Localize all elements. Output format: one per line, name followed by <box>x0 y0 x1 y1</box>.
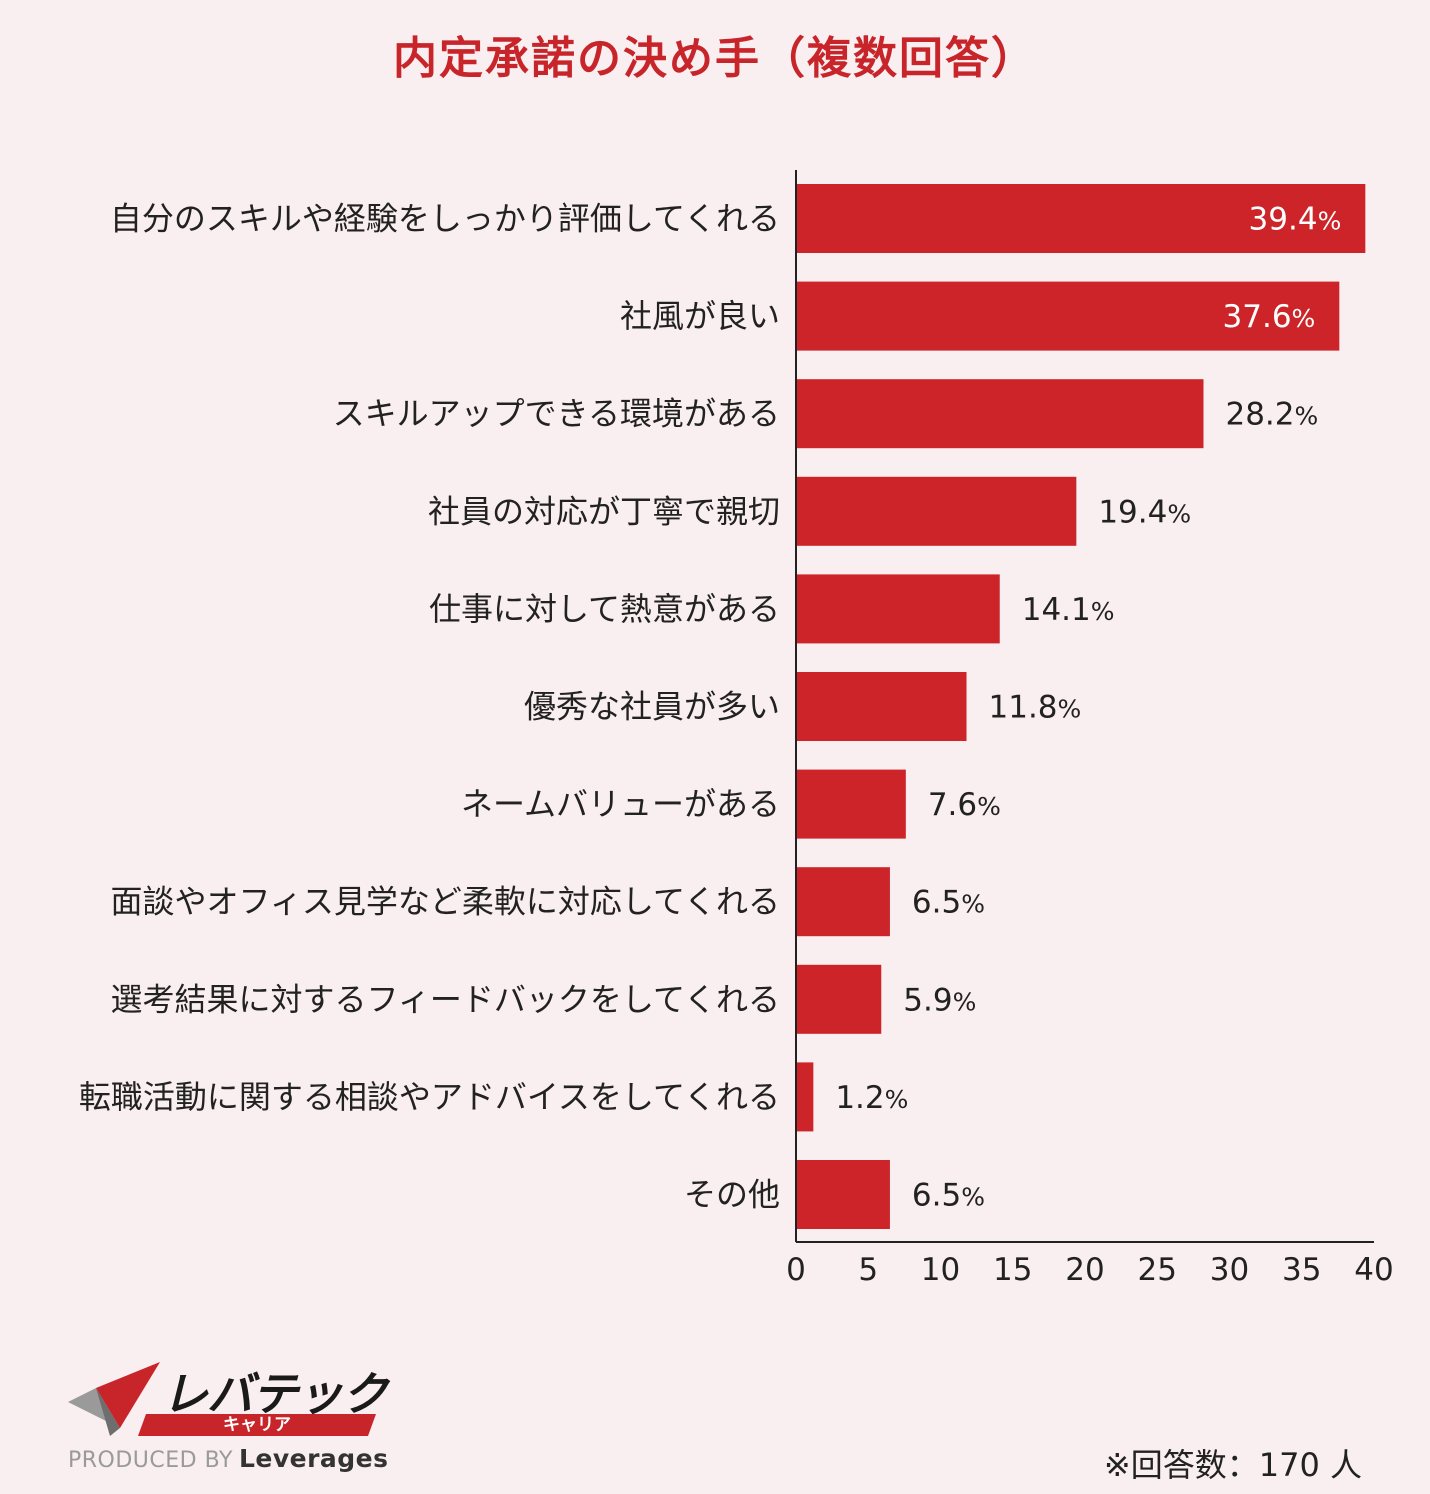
bar-2 <box>796 379 1204 449</box>
logo-main-text: レバテック <box>162 1367 388 1421</box>
value-number-3: 19.4 <box>1098 494 1167 530</box>
value-label-1: 37.6% <box>1223 299 1316 335</box>
bar-chart: 自分のスキルや経験をしっかり評価してくれる 39.4% 社風が良い 37.6% スキルア… <box>79 170 1394 1288</box>
value-number-8: 5.9 <box>903 982 952 1018</box>
value-number-9: 1.2 <box>835 1080 884 1116</box>
category-label-0: 自分のスキルや経験をしっかり評価してくれる <box>110 200 780 238</box>
x-tick-label-6: 30 <box>1210 1252 1249 1288</box>
category-label-5: 優秀な社員が多い <box>524 688 780 726</box>
value-suffix-8: % <box>953 987 977 1016</box>
category-label-2: スキルアップできる環境がある <box>333 395 780 433</box>
value-label-8: 5.9% <box>903 982 976 1018</box>
category-label-3: 社員の対応が丁寧で親切 <box>428 492 780 530</box>
category-label-6: ネームバリューがある <box>461 785 780 823</box>
bar-7 <box>796 867 890 937</box>
value-number-10: 6.5 <box>912 1178 961 1214</box>
value-suffix-6: % <box>977 792 1001 821</box>
value-label-10: 6.5% <box>912 1178 985 1214</box>
value-number-1: 37.6 <box>1223 299 1292 335</box>
category-label-8: 選考結果に対するフィードバックをしてくれる <box>111 980 780 1018</box>
x-tick-label-8: 40 <box>1354 1252 1393 1288</box>
value-label-5: 11.8% <box>989 690 1082 726</box>
category-label-10: その他 <box>684 1176 780 1214</box>
logo-produced-by: PRODUCED BY Leverages <box>68 1444 389 1473</box>
x-tick-label-3: 15 <box>993 1252 1032 1288</box>
x-tick-label-0: 0 <box>786 1252 806 1288</box>
value-label-2: 28.2% <box>1225 397 1318 433</box>
value-suffix-5: % <box>1058 695 1082 724</box>
x-tick-label-7: 35 <box>1282 1252 1321 1288</box>
logo-sub-text: キャリア <box>223 1415 291 1435</box>
value-number-2: 28.2 <box>1225 397 1294 433</box>
value-label-7: 6.5% <box>912 885 985 921</box>
x-tick-label-2: 10 <box>921 1252 960 1288</box>
bar-5 <box>796 672 967 741</box>
value-label-0: 39.4% <box>1249 202 1342 238</box>
value-label-6: 7.6% <box>928 787 1001 823</box>
x-tick-label-5: 25 <box>1138 1252 1177 1288</box>
bar-0 <box>796 184 1366 253</box>
value-suffix-1: % <box>1292 304 1316 333</box>
x-tick-label-1: 5 <box>858 1252 878 1288</box>
value-suffix-2: % <box>1295 402 1319 431</box>
value-number-5: 11.8 <box>989 690 1058 726</box>
category-label-1: 社風が良い <box>620 297 780 335</box>
value-suffix-9: % <box>885 1085 909 1114</box>
logo-checkmark-icon <box>68 1362 160 1436</box>
bar-9 <box>796 1062 814 1132</box>
x-tick-label-4: 20 <box>1065 1252 1104 1288</box>
chart-title: 内定承諾の決め手（複数回答） <box>393 33 1037 84</box>
value-suffix-10: % <box>961 1183 985 1212</box>
bar-8 <box>796 964 882 1034</box>
value-number-6: 7.6 <box>928 787 977 823</box>
value-suffix-3: % <box>1167 499 1191 528</box>
value-suffix-7: % <box>961 890 985 919</box>
value-number-4: 14.1 <box>1022 592 1091 628</box>
bar-3 <box>796 476 1077 546</box>
category-label-4: 仕事に対して熱意がある <box>429 590 780 628</box>
bar-10 <box>796 1160 890 1229</box>
value-number-7: 6.5 <box>912 885 961 921</box>
bars-layer: 自分のスキルや経験をしっかり評価してくれる 39.4% 社風が良い 37.6% スキルア… <box>79 184 1366 1229</box>
respondent-count-note: ※回答数：170 人 <box>1103 1446 1362 1484</box>
value-label-9: 1.2% <box>835 1080 908 1116</box>
leverages-logo: レバテック キャリア PRODUCED BY Leverages <box>66 1356 396 1476</box>
value-suffix-0: % <box>1318 207 1342 236</box>
value-suffix-4: % <box>1091 597 1115 626</box>
category-label-7: 面談やオフィス見学など柔軟に対応してくれる <box>111 883 780 921</box>
bar-1 <box>796 281 1340 351</box>
produced-by-text: PRODUCED BY <box>68 1448 233 1473</box>
axes-layer: 0 5 10 15 20 25 30 35 40 <box>786 170 1394 1288</box>
value-label-4: 14.1% <box>1022 592 1115 628</box>
value-number-0: 39.4 <box>1249 202 1318 238</box>
value-label-3: 19.4% <box>1098 494 1191 530</box>
bar-6 <box>796 769 906 839</box>
bar-4 <box>796 574 1000 644</box>
brand-text: Leverages <box>238 1444 389 1473</box>
category-label-9: 転職活動に関する相談やアドバイスをしてくれる <box>79 1078 780 1116</box>
